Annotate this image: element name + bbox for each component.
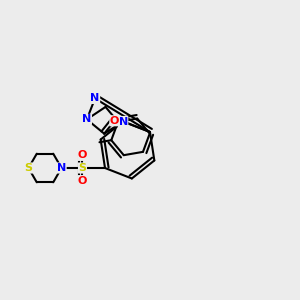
- Text: N: N: [118, 116, 128, 127]
- Text: S: S: [79, 163, 86, 173]
- Text: O: O: [78, 150, 87, 161]
- Text: N: N: [82, 114, 92, 124]
- Text: N: N: [57, 163, 66, 173]
- Text: O: O: [78, 176, 87, 186]
- Text: O: O: [110, 116, 119, 126]
- Text: S: S: [25, 163, 32, 173]
- Text: N: N: [90, 93, 100, 103]
